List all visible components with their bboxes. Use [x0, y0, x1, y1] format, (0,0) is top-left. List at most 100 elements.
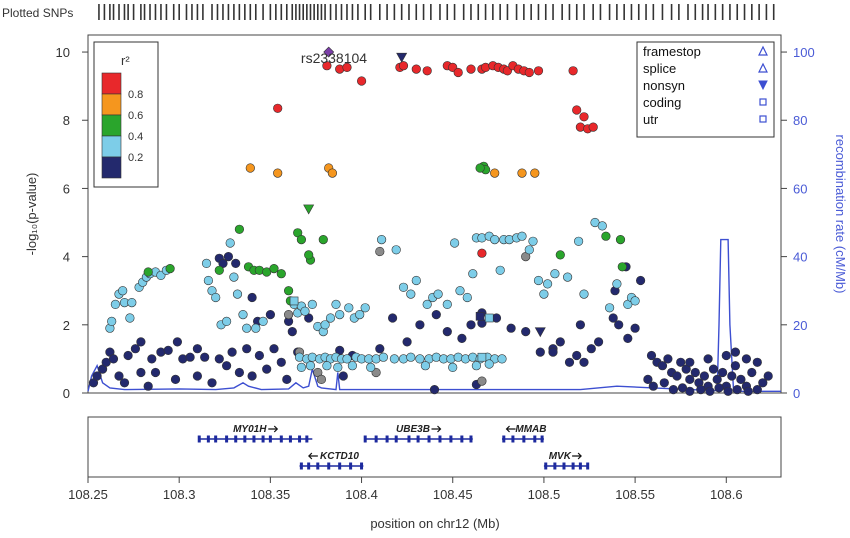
- coding-snp-marker: [475, 311, 485, 321]
- snp-point: [269, 344, 279, 354]
- gene-exon: [571, 462, 575, 470]
- y2-tick-label: 0: [793, 386, 800, 401]
- gene-exon: [374, 435, 378, 443]
- gene-exon: [288, 435, 292, 443]
- x-tick-label: 108.55: [615, 487, 655, 502]
- annotation-legend-marker: [759, 98, 767, 106]
- snp-point: [143, 267, 153, 277]
- snp-point: [690, 367, 700, 378]
- gene-exon: [307, 462, 311, 470]
- coding-snp-marker: [484, 313, 494, 323]
- snp-point: [533, 275, 544, 286]
- snp-point: [227, 347, 237, 357]
- snp-point: [127, 298, 137, 308]
- snp-point: [630, 296, 640, 306]
- plotted-snps-rug: [98, 4, 775, 20]
- snp-point: [123, 350, 133, 361]
- y-axis-title: -log₁₀(p-value): [24, 173, 39, 256]
- y-axis: 0 2 4 6 8 10: [56, 45, 88, 401]
- snp-point: [118, 286, 128, 296]
- r2-legend-swatch: [101, 135, 122, 158]
- snp-point: [307, 299, 317, 310]
- snp-point: [136, 367, 146, 378]
- snp-point: [223, 252, 233, 262]
- snp-point: [533, 66, 544, 76]
- snp-point: [366, 362, 376, 373]
- snp-point: [114, 371, 124, 381]
- x-axis: 108.25 108.3 108.35 108.4 108.45 108.5 108.55 1…: [68, 477, 743, 502]
- snp-point: [391, 245, 401, 255]
- snp-point: [150, 367, 161, 378]
- x-tick-label: 108.4: [345, 487, 378, 502]
- gene-exon: [438, 435, 442, 443]
- snp-point: [296, 235, 307, 245]
- snp-point: [316, 374, 327, 385]
- gene-exon: [502, 435, 506, 443]
- gene-strand-arrow: [268, 425, 279, 433]
- snp-point: [736, 374, 746, 385]
- index-snp-marker: [323, 46, 335, 58]
- snp-point: [355, 310, 365, 320]
- snp-point: [646, 350, 657, 361]
- snp-point: [262, 364, 272, 374]
- snp-point: [466, 320, 476, 330]
- snp-point: [192, 371, 202, 381]
- index-snp-title: rs2338104: [301, 50, 367, 66]
- y-tick-label: 10: [56, 45, 70, 60]
- snp-point: [668, 385, 679, 395]
- snp-point: [402, 337, 412, 347]
- snp-point: [375, 246, 385, 257]
- snp-point: [234, 367, 244, 378]
- snp-point: [327, 168, 338, 178]
- snp-point: [203, 275, 213, 286]
- snp-point: [107, 316, 117, 327]
- snp-point: [743, 386, 753, 396]
- snp-point: [258, 316, 268, 327]
- gene-exon: [234, 435, 238, 443]
- annotation-legend-box: [636, 41, 775, 138]
- snp-point: [572, 105, 582, 115]
- gene-label: UBE3B: [396, 424, 430, 435]
- snp-point: [300, 306, 310, 316]
- nonsyn-snp-marker: [303, 204, 315, 215]
- snp-point: [555, 250, 565, 260]
- snp-point: [471, 361, 482, 371]
- x-tick-label: 108.5: [528, 487, 561, 502]
- gene-exon: [407, 435, 411, 443]
- snp-point: [588, 122, 598, 132]
- snp-point: [172, 337, 182, 347]
- gene-label: MY01H: [233, 424, 267, 435]
- snp-point: [685, 357, 695, 367]
- snp-point: [234, 224, 244, 234]
- snp-point: [530, 168, 540, 178]
- y-tick-label: 6: [63, 181, 70, 196]
- snp-point: [575, 320, 586, 330]
- annotation-legend-label: splice: [643, 61, 676, 76]
- snp-point: [601, 231, 611, 241]
- snp-point: [331, 299, 341, 310]
- snp-point: [284, 310, 294, 320]
- r2-legend-label: 0.6: [128, 110, 143, 122]
- snp-point: [685, 386, 695, 396]
- gene-label: MMAB: [515, 424, 546, 435]
- snp-point: [431, 310, 441, 320]
- r2-legend-label: 0.4: [128, 131, 143, 143]
- snp-point: [657, 361, 668, 371]
- nonsyn-snp-marker: [534, 327, 546, 338]
- y-tick-label: 4: [63, 250, 70, 265]
- gene-exon: [299, 462, 303, 470]
- snp-point: [238, 310, 248, 320]
- gene-exon: [360, 462, 364, 470]
- x-tick-label: 108.6: [710, 487, 743, 502]
- snp-point: [276, 269, 286, 279]
- x-tick-label: 108.3: [163, 487, 196, 502]
- gene-exon: [416, 435, 420, 443]
- snp-point: [247, 371, 257, 381]
- snp-point: [758, 378, 768, 388]
- snp-point: [568, 66, 578, 76]
- snp-point: [604, 303, 615, 313]
- snp-point: [685, 374, 695, 385]
- y2-axis-title: recombination rate (cM/Mb): [833, 135, 848, 294]
- snp-point: [305, 361, 316, 371]
- snp-point: [214, 265, 224, 275]
